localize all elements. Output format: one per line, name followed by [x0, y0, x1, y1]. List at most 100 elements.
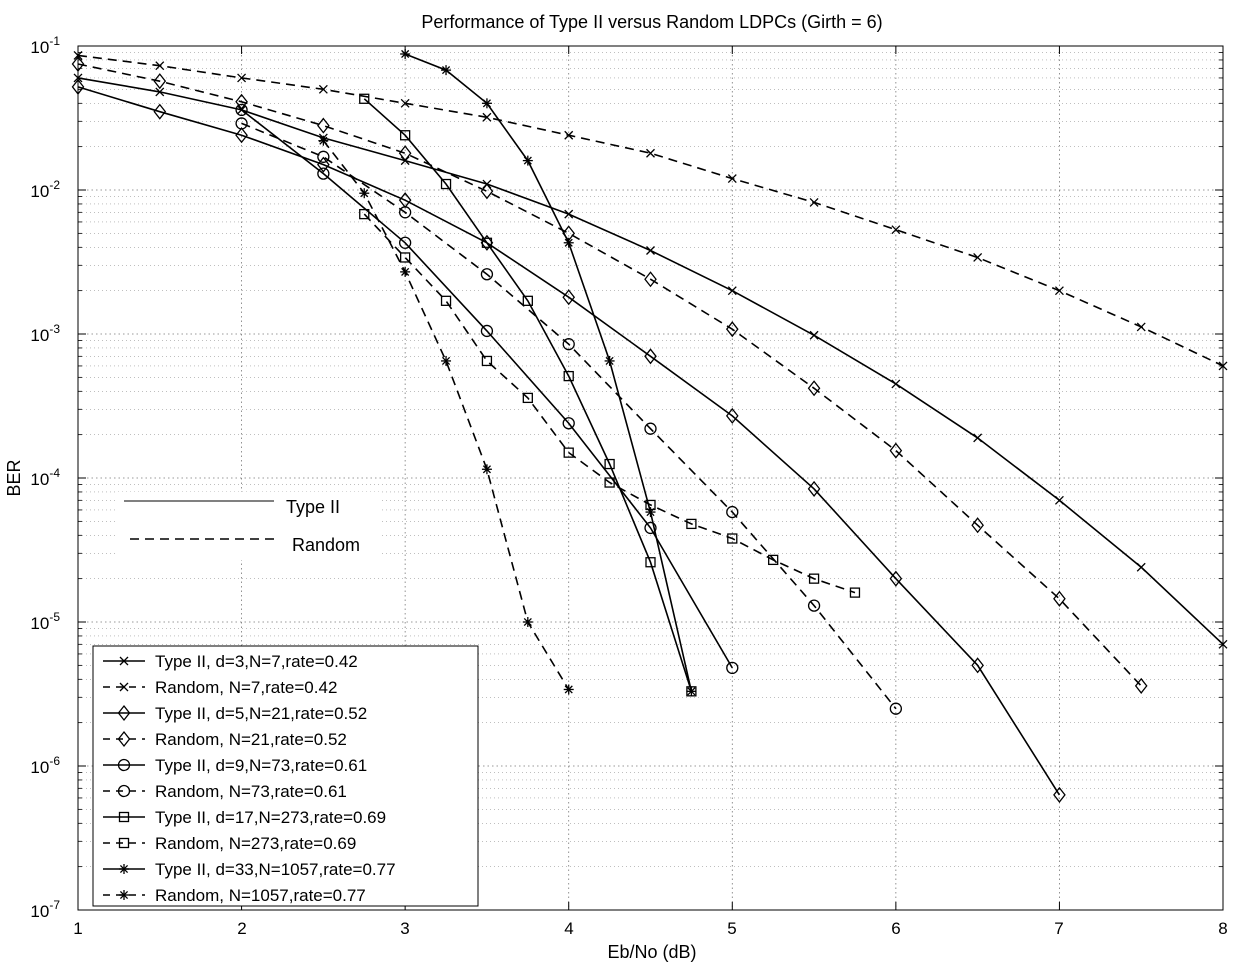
data-point — [1053, 786, 1066, 803]
data-point — [807, 599, 821, 612]
legend-label: Random, N=7,rate=0.42 — [155, 678, 337, 697]
data-point — [562, 289, 576, 306]
legend-label: Type II, d=3,N=7,rate=0.42 — [155, 652, 358, 671]
legend-label: Random, N=21,rate=0.52 — [155, 730, 347, 749]
data-point — [726, 505, 739, 519]
series-7 — [359, 93, 697, 697]
data-point — [604, 477, 615, 488]
data-point — [398, 145, 412, 162]
y-tick-label: 10-5 — [30, 610, 60, 633]
data-point — [891, 379, 901, 389]
legend-marker — [119, 864, 129, 874]
data-point — [1134, 677, 1148, 694]
y-tick-label: 10-3 — [30, 322, 60, 345]
legend-marker — [119, 682, 129, 692]
data-point — [398, 206, 412, 219]
data-point — [971, 657, 984, 674]
data-point — [237, 73, 247, 83]
y-tick-label: 10-2 — [30, 178, 60, 201]
series-line — [77, 63, 1142, 687]
data-point — [686, 518, 697, 530]
data-point — [522, 617, 533, 627]
data-point — [564, 130, 574, 140]
data-point — [644, 422, 657, 435]
series-line — [404, 53, 693, 692]
series-line — [363, 213, 856, 594]
data-point — [481, 237, 493, 248]
annotation-solid-label: Type II — [286, 497, 340, 517]
data-point — [481, 355, 493, 367]
series-6 — [235, 117, 903, 715]
chart-title: Performance of Type II versus Random LDP… — [421, 12, 882, 32]
x-tick-label: 7 — [1054, 919, 1063, 938]
series-5 — [235, 103, 739, 675]
legend-label: Type II, d=9,N=73,rate=0.61 — [155, 756, 367, 775]
legend-entries: Type II, d=3,N=7,rate=0.42 Random, N=7,r… — [155, 652, 396, 905]
data-point — [645, 557, 656, 568]
data-point — [604, 355, 615, 366]
data-point — [235, 127, 248, 144]
data-point — [686, 686, 697, 697]
data-point — [400, 98, 410, 108]
data-point — [482, 112, 492, 122]
data-point — [1053, 590, 1066, 607]
data-point — [849, 587, 861, 598]
data-point — [563, 447, 574, 458]
data-point — [563, 370, 574, 382]
data-point — [522, 392, 533, 404]
data-point — [480, 268, 494, 281]
x-tick-label: 8 — [1218, 919, 1227, 938]
x-tick-label: 5 — [727, 919, 736, 938]
data-point — [359, 188, 370, 199]
data-point — [522, 295, 533, 306]
data-point — [809, 330, 819, 340]
y-tick-label: 10-7 — [30, 898, 60, 921]
series-8 — [359, 208, 861, 598]
data-point — [399, 130, 411, 141]
data-point — [727, 533, 738, 544]
data-point — [564, 209, 574, 219]
series-layer — [71, 48, 1228, 803]
y-tick-label: 10-1 — [30, 34, 60, 57]
data-point — [563, 684, 574, 695]
data-point — [644, 521, 657, 535]
x-tick-label: 4 — [564, 919, 573, 938]
data-point — [768, 554, 779, 566]
legend-marker — [117, 704, 131, 722]
data-point — [645, 507, 656, 518]
legend-label: Type II, d=17,N=273,rate=0.69 — [155, 808, 386, 827]
legend: Type II, d=3,N=7,rate=0.42 Random, N=7,r… — [92, 645, 479, 907]
data-point — [441, 355, 452, 366]
data-point — [562, 338, 575, 351]
data-point — [889, 442, 903, 459]
data-point — [359, 208, 370, 220]
y-tick-label: 10-4 — [30, 466, 60, 489]
data-point — [480, 234, 494, 251]
data-point — [973, 433, 983, 443]
legend-label: Type II, d=5,N=21,rate=0.52 — [155, 704, 367, 723]
data-point — [317, 167, 330, 180]
data-point — [441, 65, 452, 76]
legend-samples — [103, 656, 145, 900]
legend-label: Random, N=73,rate=0.61 — [155, 782, 347, 801]
legend-marker — [117, 730, 131, 748]
data-point — [398, 236, 412, 249]
legend-marker — [117, 784, 131, 798]
data-point — [726, 661, 739, 675]
series-3 — [71, 78, 1066, 803]
series-line — [241, 109, 733, 669]
data-point — [808, 573, 820, 584]
data-point — [889, 702, 903, 715]
data-point — [155, 87, 165, 97]
series-line — [241, 122, 897, 710]
data-point — [727, 286, 737, 296]
data-point — [644, 271, 657, 288]
x-tick-label: 6 — [891, 919, 900, 938]
data-point — [522, 155, 533, 166]
data-point — [440, 178, 452, 190]
data-point — [481, 98, 492, 109]
legend-marker — [117, 758, 131, 772]
y-tick-label: 10-6 — [30, 754, 60, 777]
legend-marker — [119, 890, 129, 900]
data-point — [440, 295, 452, 306]
